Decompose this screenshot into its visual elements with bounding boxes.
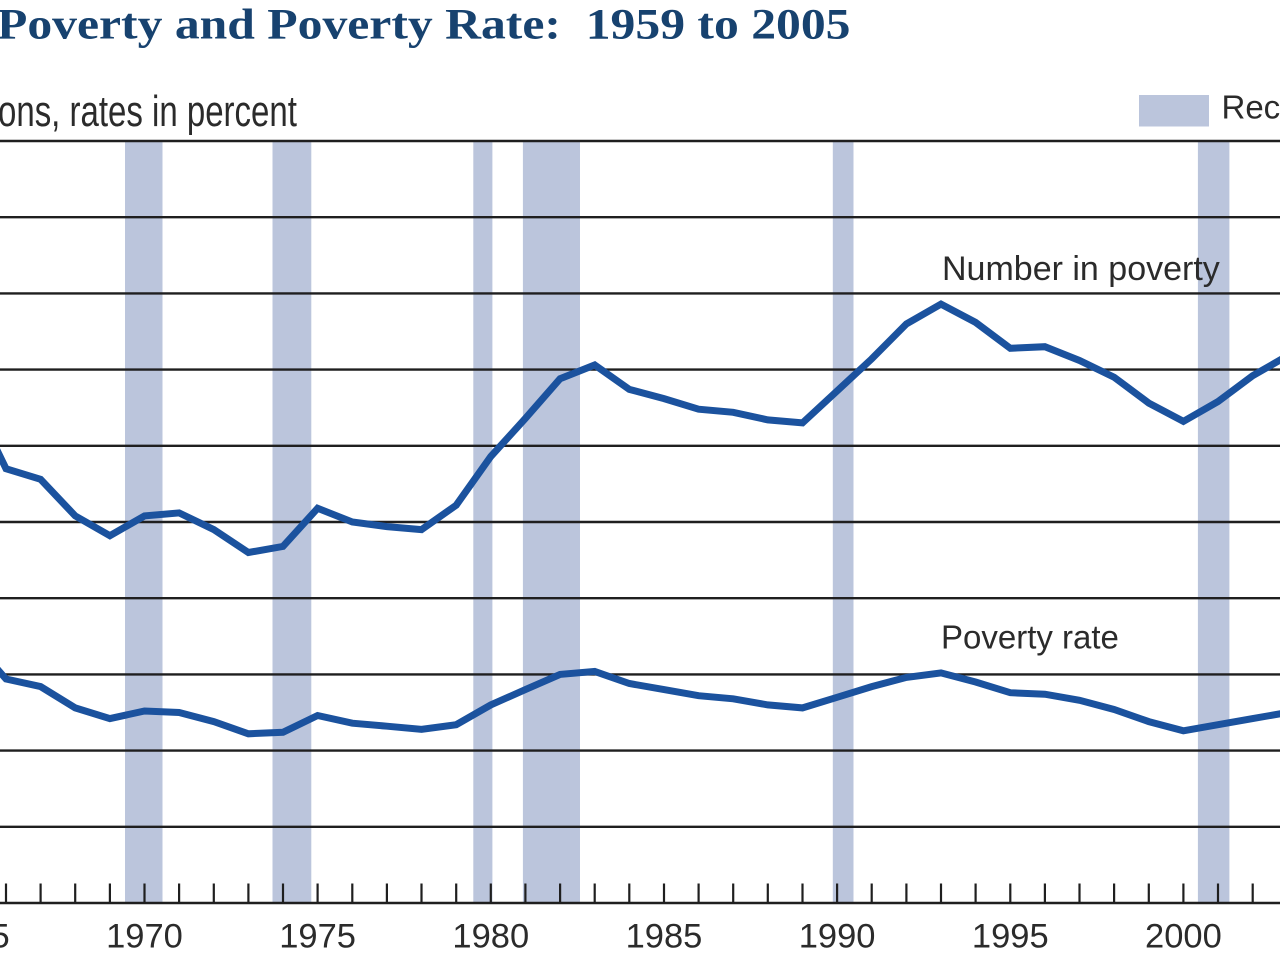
svg-text:ons, rates in percent: ons, rates in percent	[0, 88, 297, 137]
svg-text:1990: 1990	[799, 918, 876, 956]
svg-text:Recession: Recession	[1222, 89, 1280, 126]
svg-text:1980: 1980	[452, 918, 529, 956]
svg-text:2000: 2000	[1145, 918, 1222, 956]
svg-text:1970: 1970	[106, 918, 183, 956]
svg-text:1985: 1985	[626, 918, 703, 956]
svg-text:Poverty and Poverty Rate: 195: Poverty and Poverty Rate: 1959 to 2005	[0, 1, 850, 48]
svg-text:1975: 1975	[279, 918, 356, 956]
svg-text:Poverty rate: Poverty rate	[941, 619, 1119, 656]
svg-text:1965: 1965	[0, 918, 10, 956]
svg-text:1995: 1995	[972, 918, 1049, 956]
svg-text:Number in poverty: Number in poverty	[942, 250, 1220, 288]
